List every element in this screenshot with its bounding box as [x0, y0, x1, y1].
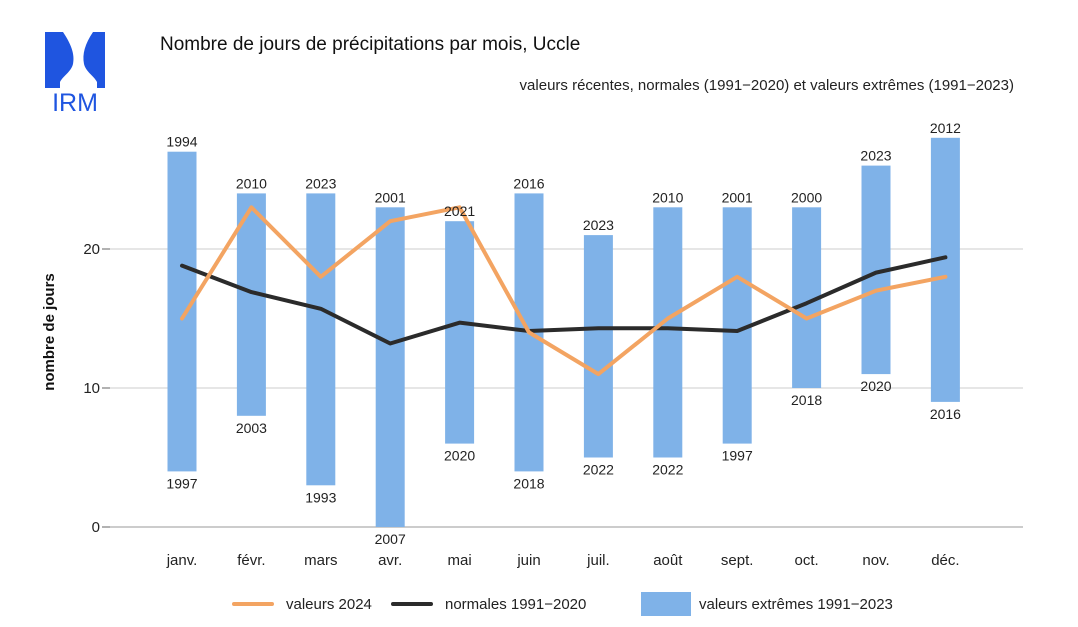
min-year-label-8: 1997 [722, 448, 753, 464]
max-year-label-3: 2001 [375, 189, 406, 205]
min-year-label-2: 1993 [305, 489, 336, 505]
min-year-label-3: 2007 [375, 531, 406, 547]
max-year-label-7: 2010 [652, 189, 683, 205]
legend-extreme-swatch [641, 592, 691, 616]
legend-normal: normales 1991−2020 [391, 592, 586, 616]
min-year-label-1: 2003 [236, 420, 267, 436]
extreme-bars [167, 137, 960, 528]
extreme-bar-7 [653, 207, 683, 458]
max-year-label-6: 2023 [583, 217, 614, 233]
max-year-label-10: 2023 [860, 148, 891, 164]
x-tick-label-7: août [653, 552, 683, 569]
max-year-label-9: 2000 [791, 189, 822, 205]
x-tick-label-10: nov. [862, 552, 889, 569]
max-year-label-8: 2001 [722, 189, 753, 205]
chart-subtitle: valeurs récentes, normales (1991−2020) e… [519, 77, 1014, 94]
legend-recent-swatch [232, 602, 274, 606]
legend-extreme-label: valeurs extrêmes 1991−2023 [699, 595, 893, 613]
y-axis-label: nombre de jours [41, 273, 58, 391]
legend-normal-swatch [391, 602, 433, 606]
year-labels: 1994 1997 2010 2003 2023 1993 2001 2007 2021 2020… [166, 120, 961, 547]
precipitation-chart: 1994199720102003202319932001200720212020… [41, 120, 1023, 569]
min-year-label-4: 2020 [444, 448, 475, 464]
min-year-label-10: 2020 [860, 378, 891, 394]
legend-normal-label: normales 1991−2020 [445, 595, 587, 613]
series-lines [180, 205, 948, 377]
min-year-label-0: 1997 [166, 475, 197, 491]
x-tick-label-8: sept. [721, 552, 754, 569]
x-tick-label-3: avr. [378, 552, 402, 569]
y-tick-label-10: 10 [83, 380, 100, 397]
max-year-label-0: 1994 [166, 134, 197, 150]
chart-title: Nombre de jours de précipitations par mo… [160, 34, 581, 55]
extreme-bar-4 [445, 221, 475, 444]
legend-extreme: valeurs extrêmes 1991−2023 [641, 592, 893, 616]
max-year-label-11: 2012 [930, 120, 961, 136]
max-year-label-2: 2023 [305, 175, 336, 191]
x-tick-label-5: juin [516, 552, 540, 569]
min-year-label-5: 2018 [513, 475, 544, 491]
y-tick-label-0: 0 [92, 519, 100, 536]
extreme-bar-2 [306, 193, 336, 486]
max-year-label-4: 2021 [444, 203, 475, 219]
extreme-bar-6 [583, 235, 613, 458]
x-tick-label-11: déc. [931, 552, 959, 569]
normal-line [180, 255, 948, 346]
x-tick-label-1: févr. [237, 552, 265, 569]
min-year-label-9: 2018 [791, 392, 822, 408]
max-year-label-5: 2016 [513, 175, 544, 191]
y-tick-label-20: 20 [83, 241, 100, 258]
min-year-label-6: 2022 [583, 462, 614, 478]
irm-logo-text: IRM [52, 89, 98, 114]
x-tick-label-2: mars [304, 552, 337, 569]
extreme-bar-0 [167, 151, 197, 472]
legend-recent: valeurs 2024 [232, 592, 372, 616]
min-year-label-7: 2022 [652, 462, 683, 478]
x-tick-label-4: mai [448, 552, 472, 569]
axes: 0 10 20 nombre de jours janv. févr. mars avr. ma… [41, 241, 960, 569]
irm-logo: IRM [45, 32, 105, 114]
extreme-bar-11 [930, 137, 960, 402]
x-tick-label-0: janv. [166, 552, 198, 569]
max-year-label-1: 2010 [236, 175, 267, 191]
extreme-bar-1 [236, 193, 266, 416]
irm-logo-mark [45, 32, 105, 88]
x-tick-label-9: oct. [795, 552, 819, 569]
x-tick-label-6: juil. [586, 552, 610, 569]
legend-recent-label: valeurs 2024 [286, 595, 372, 613]
recent-line [180, 205, 948, 377]
min-year-label-11: 2016 [930, 406, 961, 422]
extreme-bar-3 [375, 207, 405, 528]
